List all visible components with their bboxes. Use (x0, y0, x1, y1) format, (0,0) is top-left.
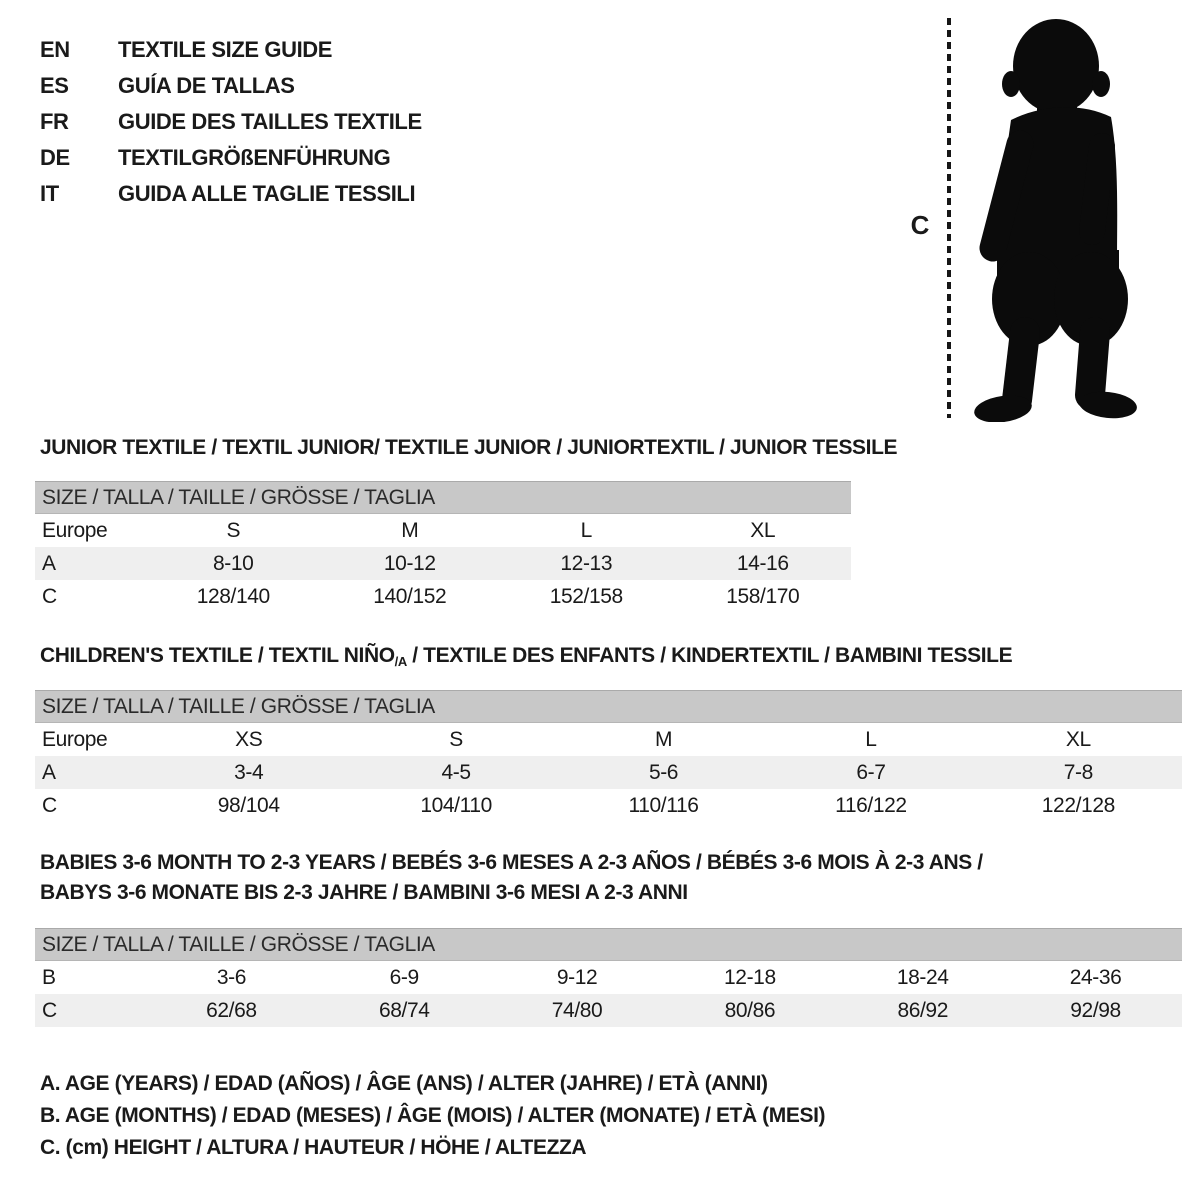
size-header-bar: SIZE / TALLA / TAILLE / GRÖSSE / TAGLIA (35, 481, 851, 514)
table-cell: S (226, 518, 241, 542)
row-label: C (42, 584, 57, 608)
height-measure-label: C (910, 210, 930, 240)
table-cell: M (654, 727, 673, 751)
table-cell: 4-5 (441, 760, 472, 784)
language-row-es: ES GUÍA DE TALLAS (40, 68, 422, 104)
table-row: B 3-6 6-9 9-12 12-18 18-24 24-36 (35, 961, 1182, 994)
table-cell: 128/140 (196, 584, 271, 608)
size-header-bar: SIZE / TALLA / TAILLE / GRÖSSE / TAGLIA (35, 690, 1182, 723)
table-cell: 86/92 (897, 998, 948, 1022)
table-cell: 12-13 (560, 551, 613, 575)
table-cell: 122/128 (1041, 793, 1116, 817)
table-cell: 80/86 (724, 998, 776, 1022)
children-section-heading: CHILDREN'S TEXTILE / TEXTIL NIÑO/A / TEX… (40, 644, 1013, 669)
table-cell: 10-12 (383, 551, 436, 575)
legend-line-b: B. AGE (MONTHS) / EDAD (MESES) / ÂGE (MO… (40, 1104, 826, 1127)
language-code: EN (40, 37, 70, 62)
table-row: C 98/104 104/110 110/116 116/122 122/128 (35, 789, 1182, 822)
guide-title: TEXTILGRÖßENFÜHRUNG (118, 145, 391, 170)
measure-legend: A. AGE (YEARS) / EDAD (AÑOS) / ÂGE (ANS)… (40, 1068, 826, 1164)
table-cell: 116/122 (835, 793, 907, 817)
children-heading-text: / TEXTILE DES ENFANTS / KINDERTEXTIL / B… (406, 644, 1013, 667)
size-header-bar: SIZE / TALLA / TAILLE / GRÖSSE / TAGLIA (35, 928, 1182, 961)
table-cell: 98/104 (217, 793, 280, 817)
table-cell: 8-10 (213, 551, 254, 575)
guide-title: TEXTILE SIZE GUIDE (118, 37, 333, 62)
table-cell: 74/80 (551, 998, 603, 1022)
guide-title: GUÍA DE TALLAS (118, 73, 295, 98)
toddler-silhouette-icon (974, 19, 1137, 422)
table-cell: 92/98 (1070, 998, 1121, 1022)
junior-size-table: SIZE / TALLA / TAILLE / GRÖSSE / TAGLIA … (35, 481, 851, 613)
children-heading-text: CHILDREN'S TEXTILE / TEXTIL NIÑO (40, 644, 395, 667)
table-cell: XL (1065, 727, 1091, 751)
language-title-list: EN TEXTILE SIZE GUIDE ES GUÍA DE TALLAS … (40, 32, 422, 212)
language-row-en: EN TEXTILE SIZE GUIDE (40, 32, 422, 68)
table-cell: 18-24 (896, 965, 949, 989)
table-row: C 62/68 68/74 74/80 80/86 86/92 92/98 (35, 994, 1182, 1027)
table-row: Europe S M L XL (35, 514, 851, 547)
children-size-table: SIZE / TALLA / TAILLE / GRÖSSE / TAGLIA … (35, 690, 1182, 822)
table-cell: 12-18 (724, 965, 776, 989)
row-label: C (42, 998, 57, 1022)
row-label: B (42, 965, 56, 989)
babies-heading-line1: BABIES 3-6 MONTH TO 2-3 YEARS / BEBÉS 3-… (40, 851, 983, 874)
row-label: Europe (42, 727, 108, 751)
table-cell: 6-7 (856, 760, 886, 784)
row-label: C (42, 793, 57, 817)
language-code: IT (40, 181, 59, 206)
language-code: DE (40, 145, 70, 170)
table-cell: 7-8 (1063, 760, 1094, 784)
table-cell: 3-4 (234, 760, 264, 784)
table-cell: L (865, 727, 877, 751)
table-cell: 68/74 (378, 998, 430, 1022)
height-measure-dashed-line (947, 18, 951, 418)
table-cell: 6-9 (389, 965, 420, 989)
table-cell: 3-6 (216, 965, 247, 989)
row-label: A (42, 551, 56, 575)
language-row-fr: FR GUIDE DES TAILLES TEXTILE (40, 104, 422, 140)
babies-section-heading: BABIES 3-6 MONTH TO 2-3 YEARS / BEBÉS 3-… (40, 848, 983, 908)
table-cell: 140/152 (373, 584, 447, 608)
row-label: A (42, 760, 56, 784)
table-cell: 9-12 (556, 965, 598, 989)
babies-size-table: SIZE / TALLA / TAILLE / GRÖSSE / TAGLIA … (35, 928, 1182, 1027)
table-row: Europe XS S M L XL (35, 723, 1182, 756)
table-cell: S (449, 727, 463, 751)
table-cell: 5-6 (648, 760, 679, 784)
table-cell: 152/158 (549, 584, 624, 608)
table-cell: M (401, 518, 419, 542)
table-cell: 24-36 (1069, 965, 1122, 989)
language-row-de: DE TEXTILGRÖßENFÜHRUNG (40, 140, 422, 176)
table-row: A 8-10 10-12 12-13 14-16 (35, 547, 851, 580)
table-row: C 128/140 140/152 152/158 158/170 (35, 580, 851, 613)
table-cell: 158/170 (726, 584, 800, 608)
language-code: FR (40, 109, 69, 134)
table-cell: XL (750, 518, 776, 542)
language-code: ES (40, 73, 69, 98)
table-cell: 14-16 (736, 551, 789, 575)
row-label: Europe (42, 518, 108, 542)
legend-line-a: A. AGE (YEARS) / EDAD (AÑOS) / ÂGE (ANS)… (40, 1072, 768, 1095)
legend-line-c: C. (cm) HEIGHT / ALTURA / HAUTEUR / HÖHE… (40, 1136, 587, 1159)
table-cell: 104/110 (420, 793, 492, 817)
guide-title: GUIDE DES TAILLES TEXTILE (118, 109, 422, 134)
table-cell: 62/68 (206, 998, 257, 1022)
table-cell: 110/116 (628, 793, 699, 817)
table-cell: L (580, 518, 593, 542)
junior-section-heading: JUNIOR TEXTILE / TEXTIL JUNIOR/ TEXTILE … (40, 436, 898, 459)
children-heading-subscript: /A (394, 654, 408, 669)
language-row-it: IT GUIDA ALLE TAGLIE TESSILI (40, 176, 422, 212)
table-cell: XS (235, 727, 263, 751)
guide-title: GUIDA ALLE TAGLIE TESSILI (118, 181, 416, 206)
babies-heading-line2: BABYS 3-6 MONATE BIS 2-3 JAHRE / BAMBINI… (40, 881, 688, 904)
table-row: A 3-4 4-5 5-6 6-7 7-8 (35, 756, 1182, 789)
